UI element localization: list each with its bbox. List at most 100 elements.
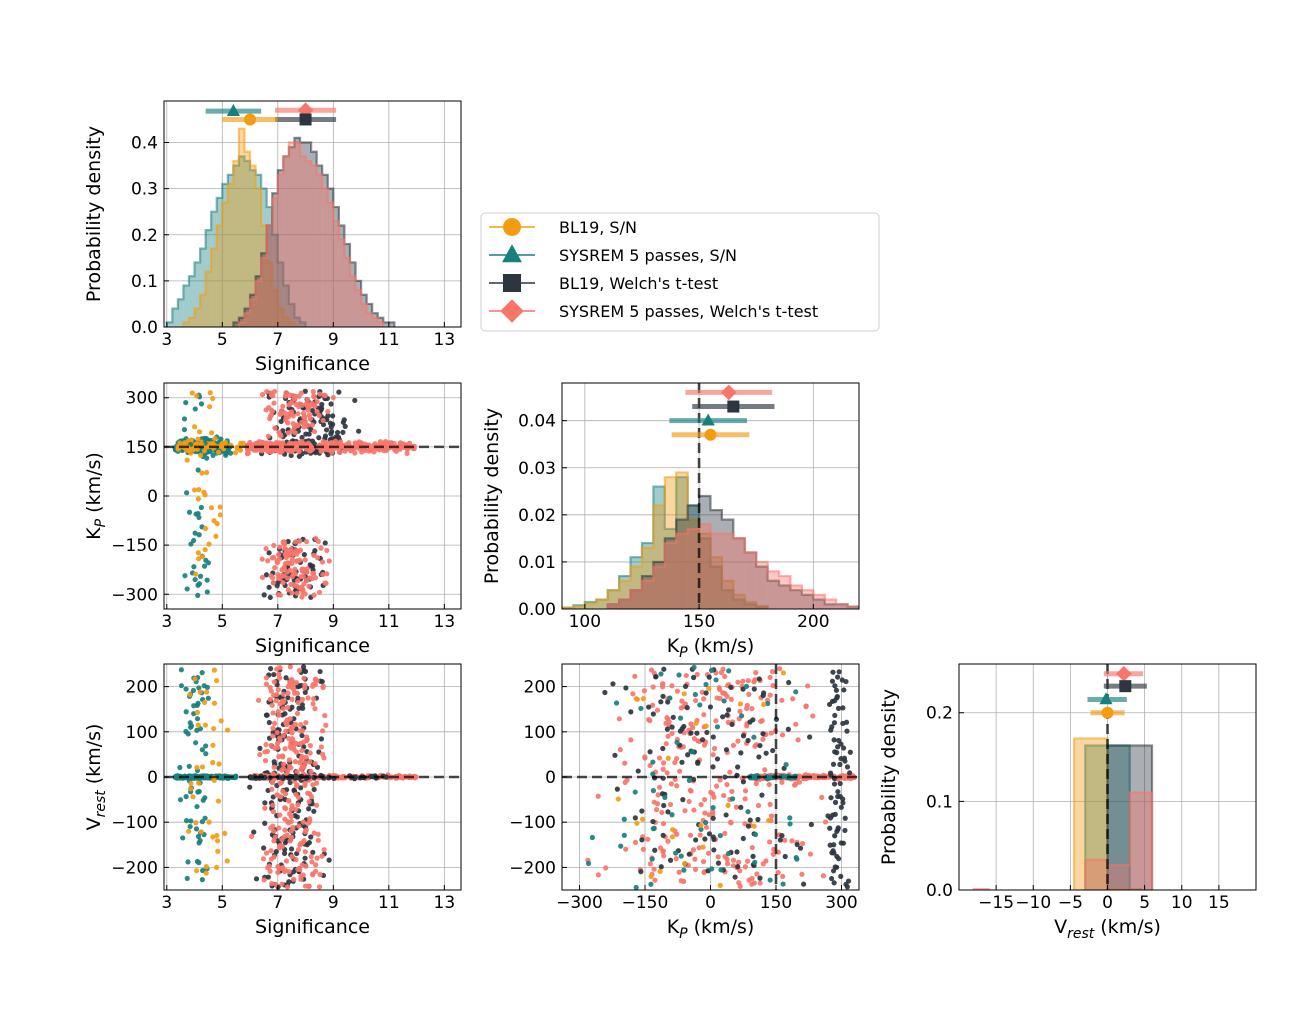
scatter-point — [741, 836, 746, 841]
x-tick-label: 0 — [1102, 893, 1113, 913]
scatter-point — [188, 725, 193, 730]
scatter-point — [670, 834, 675, 839]
scatter-point — [325, 409, 330, 414]
scatter-point — [288, 664, 293, 669]
scatter-point — [301, 739, 306, 744]
scatter-point — [356, 429, 361, 434]
scatter-point — [712, 746, 717, 751]
scatter-point — [269, 856, 274, 861]
scatter-point — [308, 769, 313, 774]
scatter-point — [323, 581, 328, 586]
scatter-point — [653, 674, 658, 679]
scatter-point — [698, 823, 703, 828]
scatter-point — [295, 711, 300, 716]
hist-bar — [756, 562, 767, 609]
scatter-point — [622, 833, 627, 838]
scatter-point — [301, 664, 306, 669]
scatter-point — [202, 436, 207, 441]
scatter-point — [680, 797, 685, 802]
scatter-point — [280, 866, 285, 871]
scatter-point — [320, 559, 325, 564]
legend-label: BL19, Welch's t-test — [559, 274, 718, 293]
scatter-point — [182, 427, 187, 432]
x-tick-label: −300 — [556, 893, 603, 913]
scatter-point — [272, 721, 277, 726]
scatter-point — [760, 731, 765, 736]
scatter-point — [265, 865, 270, 870]
scatter-point — [196, 550, 201, 555]
scatter-point — [282, 711, 287, 716]
scatter-point — [760, 737, 765, 742]
scatter-point — [262, 877, 267, 882]
scatter-point — [204, 871, 209, 876]
scatter-point — [725, 694, 730, 699]
scatter-point — [187, 510, 192, 515]
scatter-point — [204, 456, 209, 461]
scatter-point — [750, 845, 755, 850]
scatter-point — [650, 759, 655, 764]
scatter-point — [190, 390, 195, 395]
scatter-point — [767, 782, 772, 787]
scatter-point — [303, 669, 308, 674]
scatter-point — [603, 865, 608, 870]
hist-bar — [688, 529, 699, 609]
legend: BL19, S/NSYSREM 5 passes, S/NBL19, Welch… — [481, 213, 879, 331]
scatter-point — [314, 856, 319, 861]
scatter-point — [307, 759, 312, 764]
scatter-point — [739, 713, 744, 718]
scatter-point — [197, 581, 202, 586]
scatter-point — [617, 716, 622, 721]
errorbar-marker-bl19_t — [300, 113, 312, 125]
hist-bar — [306, 161, 312, 327]
hist-bar — [311, 166, 317, 327]
scatter-point — [320, 572, 325, 577]
errorbar-marker-bl19_sn — [705, 429, 717, 441]
scatter-point — [203, 751, 208, 756]
x-tick-label: 11 — [378, 612, 400, 632]
scatter-point — [715, 724, 720, 729]
scatter-point — [721, 793, 726, 798]
scatter-point — [214, 865, 219, 870]
scatter-point — [293, 430, 298, 435]
scatter-point — [638, 706, 643, 711]
scatter-point — [308, 416, 313, 421]
scatter-point — [832, 737, 837, 742]
scatter-point — [293, 857, 298, 862]
scatter-point — [225, 858, 230, 863]
scatter-point — [780, 732, 785, 737]
scatter-point — [724, 712, 729, 717]
scatter-point — [311, 696, 316, 701]
scatter-point — [327, 558, 332, 563]
scatter-point — [832, 749, 837, 754]
scatter-point — [838, 741, 843, 746]
scatter-point — [833, 864, 838, 869]
scatter-point — [728, 685, 733, 690]
scatter-point — [368, 448, 373, 453]
scatter-point — [309, 576, 314, 581]
x-tick-label: 5 — [217, 612, 228, 632]
scatter-point — [691, 807, 696, 812]
scatter-point — [184, 794, 189, 799]
corner-plot-figure: 3 5 7 9 11 130.00.10.20.30.4SignificanceProba… — [0, 0, 1308, 1017]
scatter-point — [703, 820, 708, 825]
y-tick-label: 0.03 — [518, 459, 556, 479]
scatter-point — [195, 710, 200, 715]
scatter-point — [198, 689, 203, 694]
scatter-cluster-sysrem_sn — [182, 393, 213, 598]
x-tick-label: 11 — [378, 330, 400, 350]
scatter-point — [691, 675, 696, 680]
hist-bar — [653, 567, 664, 609]
scatter-point — [307, 799, 312, 804]
scatter-point — [300, 862, 305, 867]
scatter-point — [647, 749, 652, 754]
scatter-point — [670, 827, 675, 832]
scatter-point — [262, 800, 267, 805]
scatter-point — [262, 592, 267, 597]
errorbar-marker-sysrem_t — [1116, 666, 1132, 682]
scatter-point — [211, 726, 216, 731]
x-tick-label: 5 — [1139, 893, 1150, 913]
scatter-point — [303, 829, 308, 834]
scatter-point — [270, 803, 275, 808]
scatter-point — [309, 794, 314, 799]
scatter-point — [263, 407, 268, 412]
